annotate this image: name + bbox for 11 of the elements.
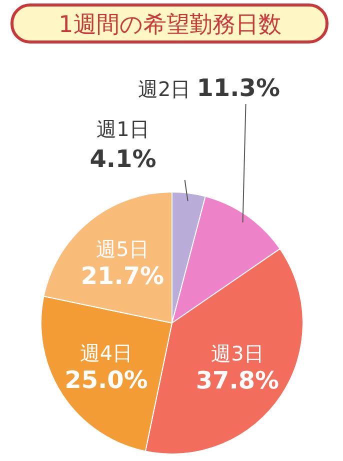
slice-label: 週5日 [96, 237, 149, 261]
chart-title: 1週間の希望勤務日数 [58, 12, 282, 38]
slice-label: 週3日 [211, 342, 264, 366]
slice-label: 週4日 [80, 341, 133, 366]
data-label: 37.8% [196, 366, 280, 394]
slice-label: 週2日 [138, 77, 191, 101]
slice-label: 週1日 [96, 117, 150, 141]
data-label: 21.7% [80, 262, 164, 290]
data-label: 25.0% [64, 366, 148, 394]
data-label: 4.1% [90, 145, 156, 173]
data-label: 11.3% [196, 74, 280, 102]
